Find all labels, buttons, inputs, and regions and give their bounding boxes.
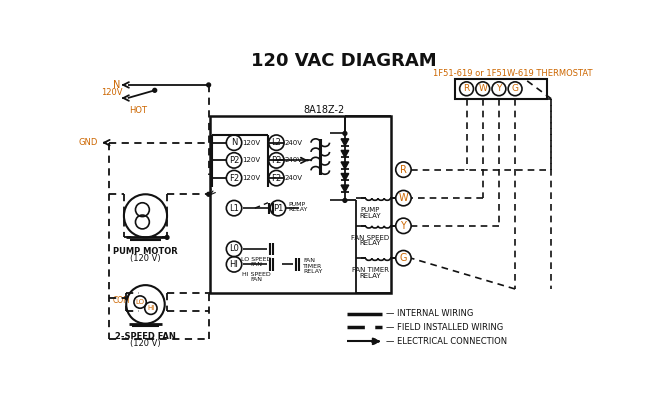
Text: R: R xyxy=(464,84,470,93)
Text: N: N xyxy=(231,138,237,147)
Bar xyxy=(210,116,391,293)
Text: G: G xyxy=(512,84,519,93)
Text: 240V: 240V xyxy=(285,158,303,163)
Text: RELAY: RELAY xyxy=(288,207,308,212)
Text: Y: Y xyxy=(401,221,407,231)
Text: FAN: FAN xyxy=(251,262,263,267)
Text: RELAY: RELAY xyxy=(304,269,323,274)
Text: 2-SPEED FAN: 2-SPEED FAN xyxy=(115,332,176,341)
Circle shape xyxy=(372,339,377,344)
Text: N: N xyxy=(113,80,120,90)
Text: PUMP MOTOR: PUMP MOTOR xyxy=(113,247,178,256)
Text: RELAY: RELAY xyxy=(360,273,381,279)
Text: P2: P2 xyxy=(229,156,239,165)
Text: 120V: 120V xyxy=(243,158,261,163)
Polygon shape xyxy=(341,162,349,169)
Polygon shape xyxy=(341,173,349,181)
Text: RELAY: RELAY xyxy=(360,241,381,246)
Text: F2: F2 xyxy=(229,173,239,183)
Text: 120 VAC DIAGRAM: 120 VAC DIAGRAM xyxy=(251,52,436,70)
Text: HI: HI xyxy=(147,305,155,311)
Text: P2: P2 xyxy=(271,156,281,165)
Polygon shape xyxy=(341,185,349,192)
Text: 1F51-619 or 1F51W-619 THERMOSTAT: 1F51-619 or 1F51W-619 THERMOSTAT xyxy=(433,69,592,78)
Text: — FIELD INSTALLED WIRING: — FIELD INSTALLED WIRING xyxy=(386,323,503,332)
Text: L1: L1 xyxy=(229,204,239,212)
Text: L2: L2 xyxy=(271,138,281,147)
Text: — ELECTRICAL CONNECTION: — ELECTRICAL CONNECTION xyxy=(386,337,507,346)
Text: COM: COM xyxy=(113,296,130,305)
Circle shape xyxy=(207,192,210,196)
Text: 8A18Z-2: 8A18Z-2 xyxy=(304,105,345,114)
Text: HOT: HOT xyxy=(129,106,147,115)
Text: P1: P1 xyxy=(273,204,283,212)
Text: RELAY: RELAY xyxy=(360,213,381,219)
Text: 120V: 120V xyxy=(100,88,123,97)
Circle shape xyxy=(343,132,347,135)
Text: — INTERNAL WIRING: — INTERNAL WIRING xyxy=(386,309,473,318)
Text: (120 V): (120 V) xyxy=(130,253,161,263)
Circle shape xyxy=(153,88,157,92)
Text: W: W xyxy=(478,84,487,93)
Text: LO SPEED: LO SPEED xyxy=(241,257,271,261)
Polygon shape xyxy=(341,139,349,146)
Text: 120V: 120V xyxy=(243,140,261,146)
Text: (120 V): (120 V) xyxy=(130,339,161,348)
Text: 240V: 240V xyxy=(285,175,303,181)
Polygon shape xyxy=(341,150,349,157)
Text: PUMP: PUMP xyxy=(288,202,305,207)
Text: TIMER: TIMER xyxy=(304,264,322,269)
Text: LO: LO xyxy=(135,299,145,305)
Text: L0: L0 xyxy=(229,244,239,253)
Text: FAN TIMER: FAN TIMER xyxy=(352,267,389,274)
Circle shape xyxy=(343,199,347,202)
Text: G: G xyxy=(400,253,407,263)
Text: 120V: 120V xyxy=(243,175,261,181)
Text: HI: HI xyxy=(230,260,239,269)
Text: R: R xyxy=(400,165,407,175)
Text: W: W xyxy=(399,193,408,203)
Text: PUMP: PUMP xyxy=(360,207,380,213)
Bar xyxy=(455,79,547,99)
Text: F2: F2 xyxy=(271,173,281,183)
Text: 240V: 240V xyxy=(285,140,303,146)
Text: Y: Y xyxy=(496,84,502,93)
Circle shape xyxy=(165,235,169,239)
Text: FAN: FAN xyxy=(304,258,316,263)
Text: FAN SPEED: FAN SPEED xyxy=(351,235,389,241)
Text: GND: GND xyxy=(78,138,98,147)
Circle shape xyxy=(207,83,210,87)
Text: FAN: FAN xyxy=(251,277,263,282)
Text: HI SPEED: HI SPEED xyxy=(242,272,271,277)
